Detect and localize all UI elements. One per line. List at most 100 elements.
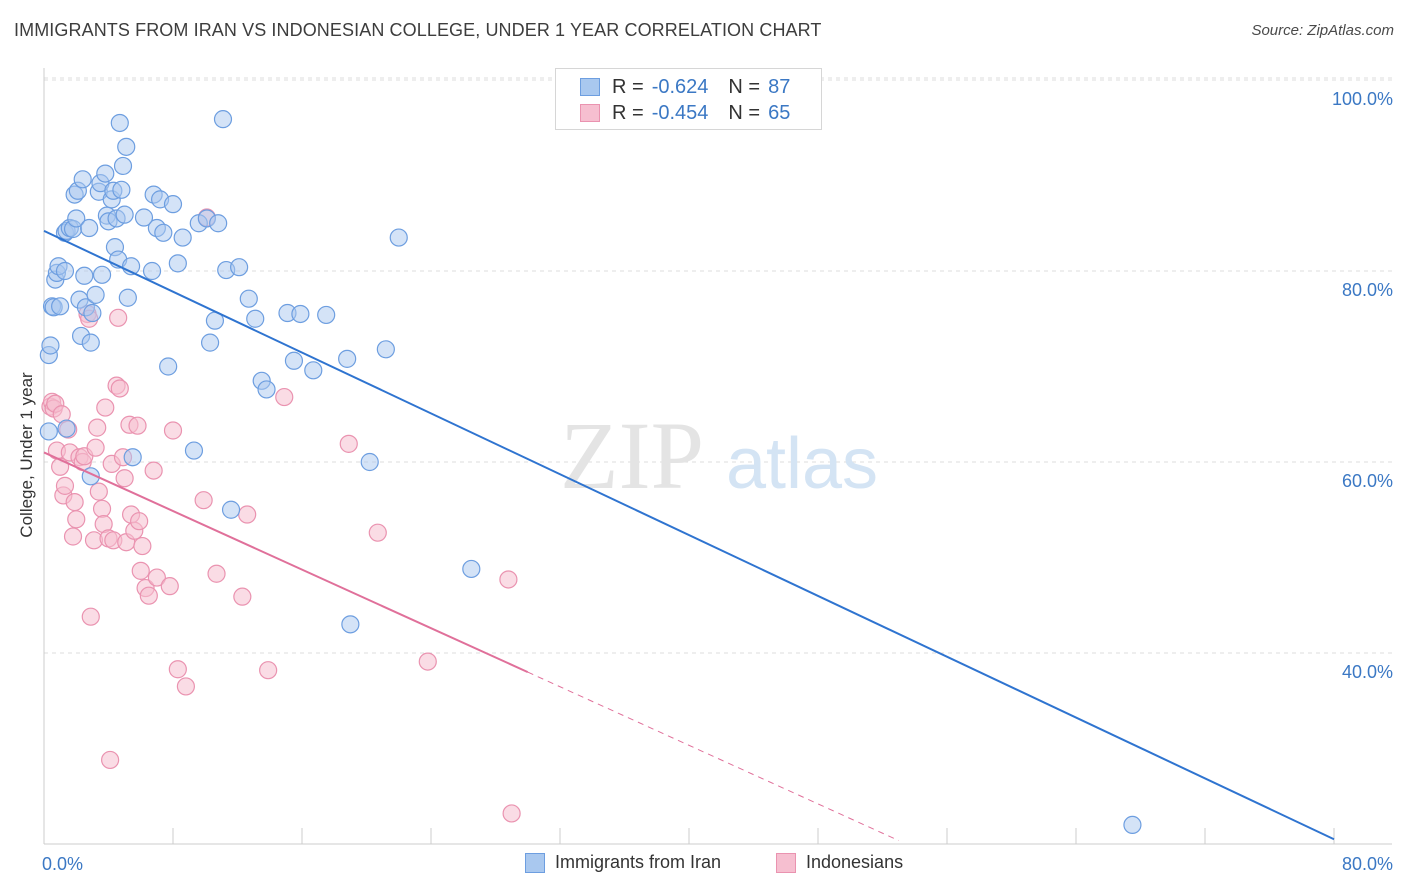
iran-point <box>115 205 134 224</box>
iran-point <box>75 266 94 285</box>
indonesians-point <box>176 677 195 696</box>
iran-r-value: -0.624 <box>651 75 709 98</box>
indonesians-point <box>115 469 134 488</box>
indonesians-point <box>109 308 128 327</box>
iran-point <box>304 361 323 380</box>
indonesians-points <box>41 208 521 823</box>
iran-point <box>55 261 75 281</box>
indonesians-point <box>86 438 105 457</box>
iran-legend-swatch <box>525 852 545 873</box>
indonesians-point <box>368 523 387 542</box>
iran-point <box>246 309 265 328</box>
iran-point <box>112 180 131 199</box>
iran-point <box>376 340 395 359</box>
indonesians-point <box>259 661 278 680</box>
indonesians-point <box>101 750 120 770</box>
iran-point <box>317 305 336 325</box>
indonesians-point <box>144 461 163 480</box>
indonesians-trend-line <box>43 451 529 674</box>
indonesians-trend-extension <box>527 671 899 841</box>
indonesian-r-label: R = <box>612 101 644 124</box>
iran-point <box>110 113 129 133</box>
indonesians-point <box>81 607 100 626</box>
source-label: Source: ZipAtlas.com <box>1251 22 1394 39</box>
iran-point <box>83 303 102 323</box>
iran-swatch <box>580 78 600 96</box>
iran-r-label: R = <box>612 75 644 98</box>
iran-point <box>1123 815 1142 835</box>
iran-point <box>134 208 154 227</box>
iran-legend-label: Immigrants from Iran <box>555 852 722 872</box>
iran-point <box>163 195 183 214</box>
iran-point <box>86 285 105 304</box>
iran-point <box>168 254 187 273</box>
indonesians-point <box>128 416 147 435</box>
y-tick-label: 60.0% <box>1342 471 1393 491</box>
indonesians-point <box>63 527 83 546</box>
indonesians-point <box>55 476 75 495</box>
iran-point <box>41 336 60 355</box>
indonesian-swatch <box>580 104 600 122</box>
iran-point <box>200 333 220 352</box>
indonesians-point <box>88 418 107 437</box>
iran-point <box>123 448 142 467</box>
indonesians-point <box>130 512 149 531</box>
indonesians-point <box>163 421 183 440</box>
iran-point <box>173 228 192 247</box>
iran-point <box>341 615 360 634</box>
y-tick-label: 100.0% <box>1332 89 1393 109</box>
indonesian-legend-swatch <box>776 852 796 873</box>
iran-point <box>338 349 357 368</box>
watermark: ZIP atlas <box>560 402 878 509</box>
indonesians-point <box>160 577 179 596</box>
iran-n-label: N = <box>728 75 761 98</box>
trend-lines <box>43 229 1335 841</box>
iran-point <box>81 333 100 352</box>
indonesians-point <box>147 568 166 587</box>
indonesians-point <box>233 587 252 606</box>
indonesians-point <box>168 660 187 679</box>
iran-point <box>213 110 233 129</box>
iran-point <box>51 297 70 316</box>
indonesians-point <box>67 510 86 529</box>
axes <box>43 68 1392 845</box>
iran-point <box>291 304 310 324</box>
iran-points <box>39 110 1142 835</box>
x-tick-label-min: 0.0% <box>42 854 83 874</box>
iran-point <box>284 351 304 370</box>
iran-point <box>209 214 228 233</box>
indonesian-n-label: N = <box>728 101 761 124</box>
indonesians-point <box>89 482 108 501</box>
iran-point <box>184 441 204 460</box>
indonesians-point <box>339 434 358 453</box>
iran-point <box>96 164 115 183</box>
indonesian-legend-label: Indonesians <box>806 852 904 872</box>
iran-point <box>221 500 241 519</box>
iran-point <box>360 452 379 472</box>
indonesians-point <box>65 493 84 512</box>
iran-trend-line <box>43 229 1335 841</box>
iran-point <box>73 170 92 189</box>
legend-row-indonesian: R = -0.454 N = 65 <box>580 102 790 124</box>
iran-point <box>142 261 162 281</box>
iran-point <box>80 218 99 238</box>
iran-point <box>159 357 178 376</box>
iran-point <box>239 289 258 308</box>
tick-labels: 40.0% 60.0% 80.0% 100.0% 0.0% 80.0% <box>42 89 1393 874</box>
iran-point <box>462 559 481 579</box>
bottom-legend-indonesian: Indonesians <box>776 852 903 873</box>
iran-point <box>117 137 136 156</box>
indonesians-point <box>207 564 226 583</box>
iran-point <box>389 228 408 247</box>
chart-title: IMMIGRANTS FROM IRAN VS INDONESIAN COLLE… <box>14 20 822 40</box>
iran-point <box>39 422 58 441</box>
iran-point <box>92 265 112 284</box>
iran-point <box>113 156 133 176</box>
y-tick-label: 80.0% <box>1342 280 1393 300</box>
indonesians-point <box>194 491 213 510</box>
grid-lines <box>44 77 1392 654</box>
y-tick-label: 40.0% <box>1342 662 1393 682</box>
iran-point <box>257 380 276 399</box>
indonesian-n-value: 65 <box>768 101 791 124</box>
